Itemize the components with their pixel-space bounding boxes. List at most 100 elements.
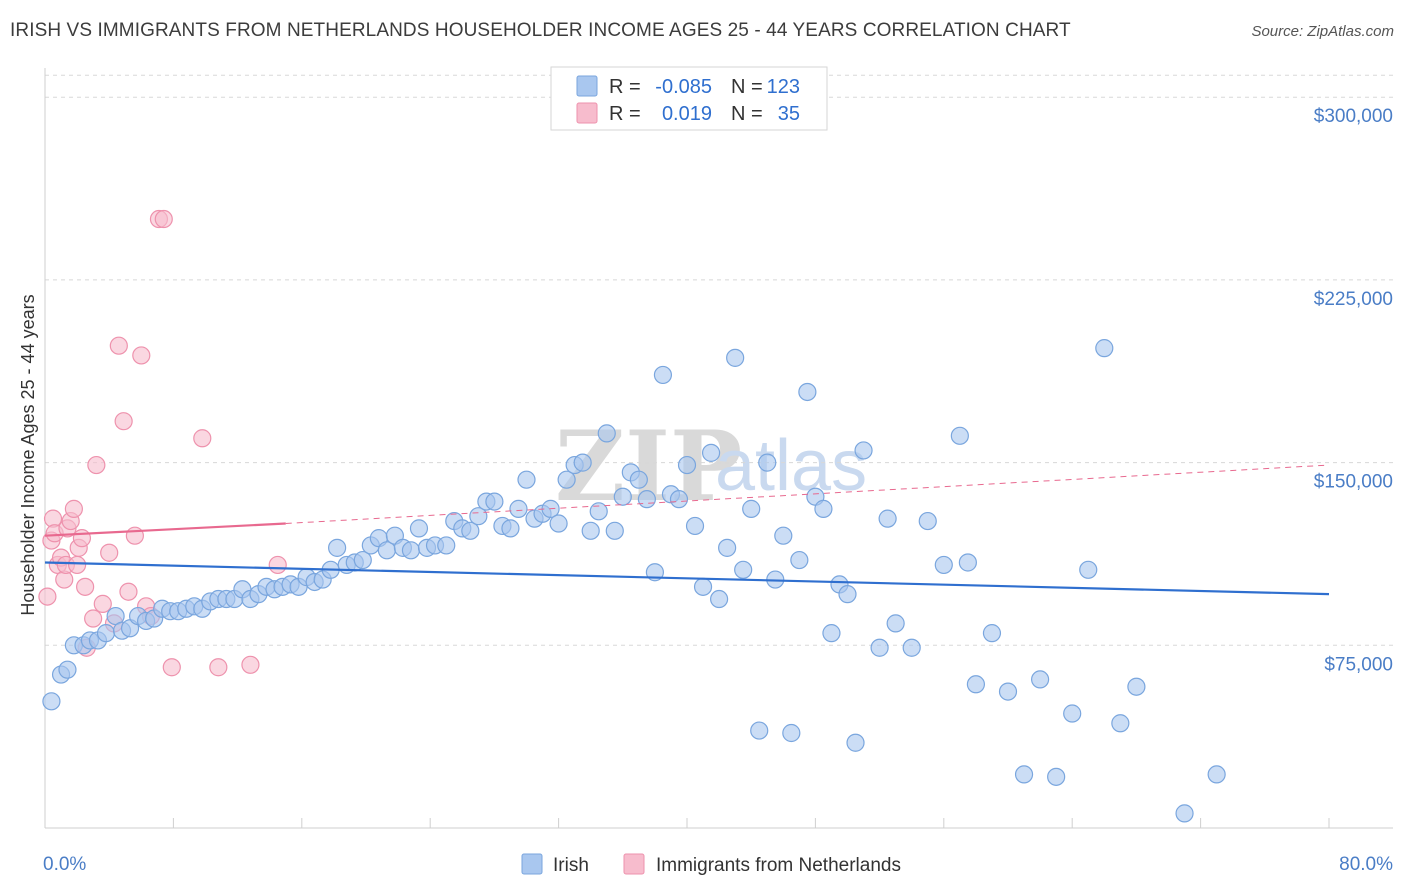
netherlands-point [241,655,260,674]
netherlands-point [72,529,92,548]
y-tick-label: $225,000 [1314,289,1393,310]
irish-point [501,519,520,538]
irish-point [637,490,656,509]
irish-point [838,585,857,604]
irish-point [613,487,632,506]
irish-point [677,455,697,475]
irish-point [966,675,986,694]
netherlands-point [100,543,119,562]
irish-point [1111,714,1130,733]
bottom-legend-swatch-netherlands [623,853,645,875]
irish-point [693,577,713,596]
irish-point [1047,767,1066,786]
irish-point [854,441,873,460]
irish-point [822,624,841,643]
irish-point [870,638,889,657]
irish-point [886,614,905,633]
legend-neth-n-label: N = [731,103,763,125]
irish-point [409,519,429,538]
irish-point [549,514,568,533]
series-netherlands-points [38,209,287,677]
irish-point [557,470,576,489]
irish-trend-line [44,561,1330,596]
irish-point [629,470,648,489]
irish-point [878,509,897,528]
irish-point [42,692,61,711]
netherlands-point [84,609,103,628]
y-tick-label: $75,000 [1324,654,1393,675]
irish-point [1030,670,1050,689]
irish-point [950,426,969,445]
bottom-legend-irish: Irish [553,855,589,876]
irish-point [485,492,504,511]
netherlands-point [64,499,83,518]
irish-point [328,538,347,557]
netherlands-point [209,658,228,677]
irish-point [685,516,705,536]
netherlands-point [125,526,144,545]
irish-point [461,521,480,540]
irish-point [814,499,833,518]
irish-point [790,550,809,570]
legend-swatch-netherlands [576,102,598,124]
netherlands-point [114,412,133,431]
irish-point [509,499,528,518]
irish-point [1207,765,1226,784]
irish-point [401,541,421,560]
netherlands-point [132,346,151,365]
y-axis-label: Householder Income Ages 25 - 44 years [18,294,38,615]
irish-point [353,550,372,570]
irish-point [653,365,673,385]
chart-title: IRISH VS IMMIGRANTS FROM NETHERLANDS HOU… [10,20,1071,41]
legend-irish-n-value: 123 [767,76,800,98]
grid-lines [45,74,1393,646]
x-axis-ticks [44,818,1330,828]
legend-irish-r-value: -0.085 [655,76,712,98]
bottom-legend-swatch-irish [521,853,543,875]
irish-point [709,589,729,609]
legend-swatch-irish [576,75,598,97]
legend-irish-r-label: R = [609,76,641,98]
irish-point [742,499,761,518]
irish-point [96,624,116,643]
netherlands-point [38,587,57,606]
watermark-atlas: atlas [715,426,867,506]
irish-point [958,553,977,572]
irish-point [750,721,769,740]
x-tick-label-min: 0.0% [43,854,86,875]
legend-neth-r-value: 0.019 [662,103,712,125]
irish-point [581,521,600,540]
netherlands-point [193,429,212,448]
legend-neth-n-value: 35 [778,103,800,125]
irish-point [1095,339,1114,358]
irish-point [1014,765,1034,784]
netherlands-trend-line-extension [285,464,1330,525]
irish-point [726,348,745,367]
trend-lines [44,464,1330,596]
irish-point [437,536,456,555]
irish-point [469,507,488,526]
irish-point [774,526,793,545]
netherlands-point [87,455,106,475]
irish-point [669,490,689,509]
y-tick-labels: $75,000 $150,000 $225,000 $300,000 [1314,106,1393,675]
correlation-legend: R = -0.085 N = 123 R = 0.019 N = 35 [550,66,828,131]
irish-point [597,424,616,443]
irish-point [1079,560,1098,579]
legend-neth-r-label: R = [609,103,641,125]
y-tick-label: $300,000 [1314,106,1393,127]
netherlands-trend-line [44,522,286,537]
netherlands-point [67,555,87,575]
series-irish-points [42,339,1226,823]
irish-point [982,624,1002,643]
irish-point [998,682,1018,701]
irish-point [758,453,777,472]
irish-point [934,555,953,575]
irish-point [573,453,592,472]
legend-irish-n-label: N = [731,76,763,98]
irish-point [782,723,801,743]
irish-point [902,638,921,657]
irish-point [918,511,937,531]
irish-point [1127,677,1146,696]
irish-point [734,560,753,579]
